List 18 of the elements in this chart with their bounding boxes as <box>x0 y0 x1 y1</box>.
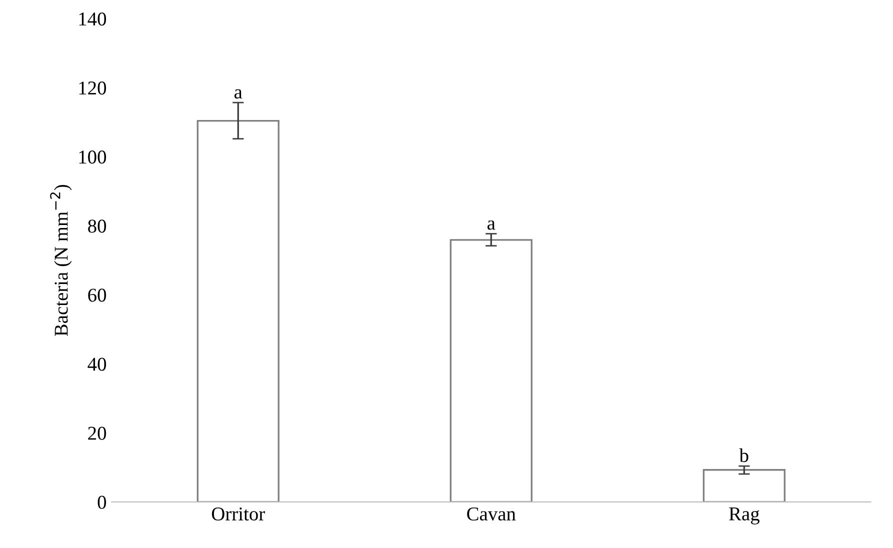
y-tick-label: 100 <box>79 150 106 164</box>
x-tick-label: Rag <box>729 508 760 524</box>
y-tick-label: 0 <box>98 496 106 509</box>
y-tick-label: 140 <box>79 12 106 26</box>
y-tick-label: 20 <box>88 426 106 440</box>
annotation: b <box>739 448 748 462</box>
annotation: a <box>488 220 496 230</box>
bar <box>196 120 280 502</box>
x-tick-label: Orritor <box>212 507 265 521</box>
bar <box>702 469 786 502</box>
y-tick-label: 40 <box>88 358 106 371</box>
y-axis-title: Bacteria (N mm$^{−2}$) <box>50 184 72 336</box>
y-tick-label: 120 <box>79 81 106 95</box>
annotation: a <box>234 89 242 99</box>
y-tick-label: 80 <box>88 220 106 233</box>
x-tick-label: Cavan <box>467 507 516 521</box>
y-tick-label: 60 <box>88 288 106 302</box>
bar <box>450 239 532 502</box>
